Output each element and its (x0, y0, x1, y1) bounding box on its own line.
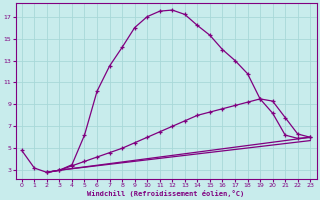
X-axis label: Windchill (Refroidissement éolien,°C): Windchill (Refroidissement éolien,°C) (87, 190, 245, 197)
